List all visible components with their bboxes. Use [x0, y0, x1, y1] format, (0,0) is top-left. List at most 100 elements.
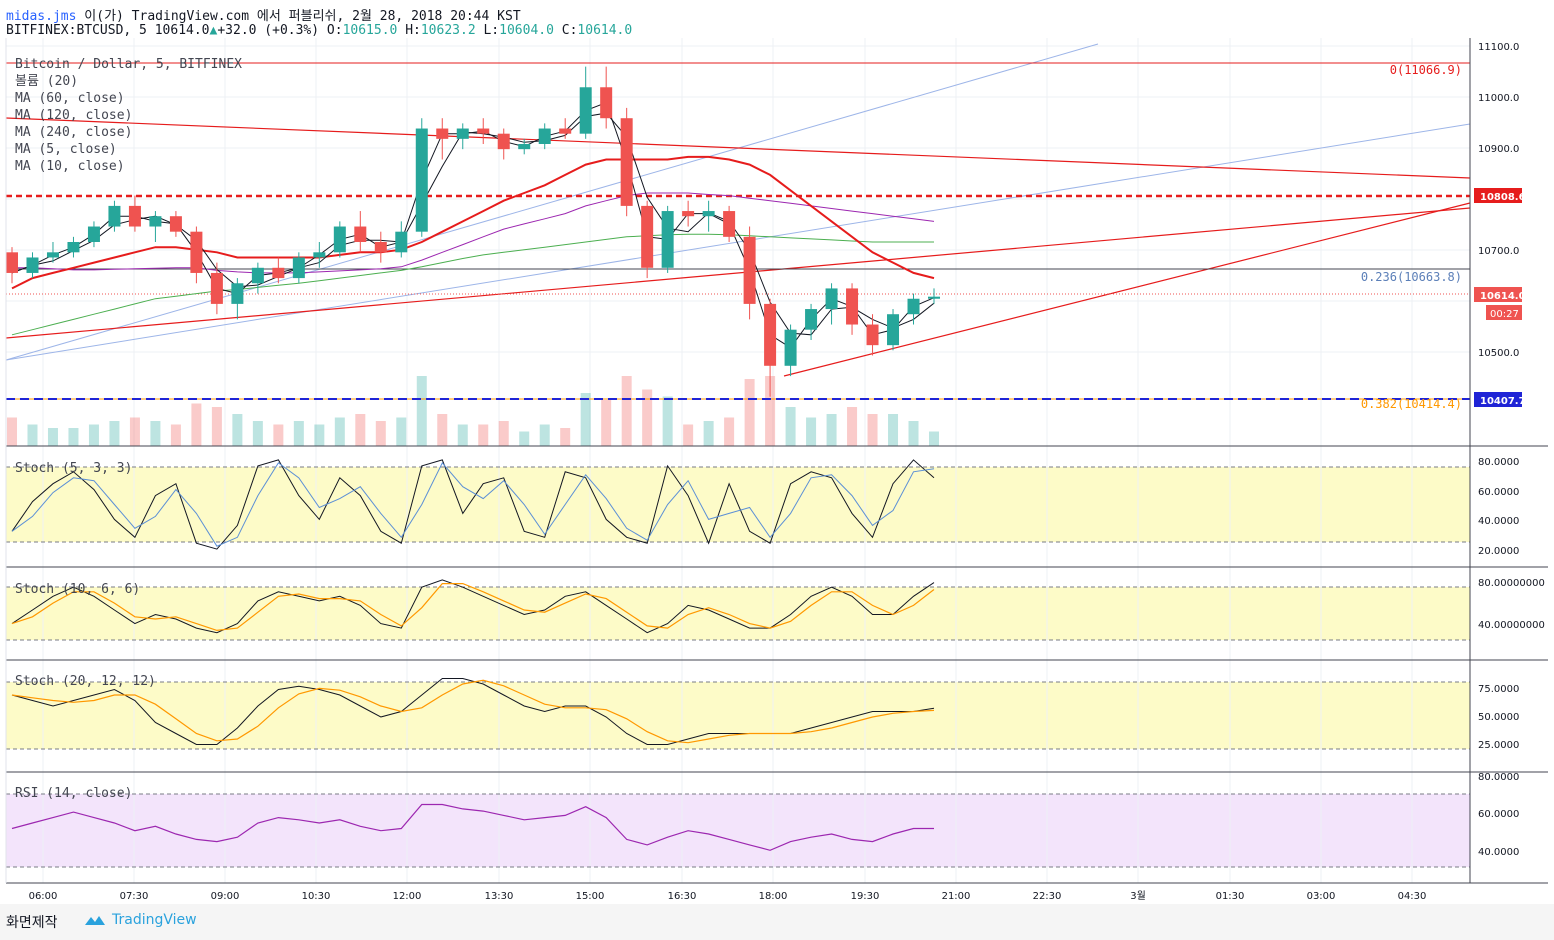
- current-price-tag-bg: [1474, 287, 1522, 302]
- volume-bar: [150, 421, 161, 446]
- oscillator-axes: 80.0000 60.0000 40.0000 20.0000 80.00000…: [1478, 457, 1545, 858]
- volume-bar: [232, 414, 243, 446]
- volume-bar: [539, 424, 550, 446]
- candle-body: [6, 252, 18, 273]
- candle-body: [210, 272, 223, 304]
- candle-body: [538, 128, 551, 144]
- time-tick: 01:30: [1216, 891, 1245, 902]
- candle-body: [723, 211, 736, 237]
- volume-bar: [27, 424, 38, 446]
- price-tick: 10900.0: [1478, 144, 1519, 155]
- stoch1-tick: 60.0000: [1478, 487, 1519, 498]
- candle-body: [333, 226, 346, 253]
- chart-canvas[interactable]: 0(11066.9) 0.236(10663.8) 0.382(10414.4)…: [0, 38, 1554, 904]
- volume-bar: [867, 414, 878, 446]
- volume-bar: [68, 428, 79, 446]
- candle-body: [518, 144, 531, 150]
- volume-bar: [129, 417, 140, 446]
- volume-bar: [683, 424, 694, 446]
- candle-body: [149, 216, 162, 227]
- ma10-line: [11, 112, 935, 336]
- current-price-tag: 10614.0: [1480, 291, 1526, 302]
- stoch1-tick: 40.0000: [1478, 516, 1519, 527]
- volume-bar: [703, 421, 714, 446]
- stoch3-label: Stoch (20, 12, 12): [15, 674, 156, 689]
- candle-body: [497, 133, 510, 150]
- time-axis[interactable]: 06:00 07:30 09:00 10:30 12:00 13:30 15:00 16:30…: [29, 890, 1427, 902]
- rsi-tick: 80.0000: [1478, 772, 1519, 783]
- stoch1-tick: 80.0000: [1478, 457, 1519, 468]
- volume-bar: [929, 431, 939, 446]
- stoch2-tick: 40.00000000: [1478, 620, 1545, 631]
- candle-body: [108, 205, 121, 227]
- candle-body: [354, 226, 367, 242]
- volume-bar: [273, 424, 284, 446]
- time-tick: 07:30: [120, 891, 149, 902]
- volume-bar: [519, 431, 530, 446]
- grid: [6, 38, 1470, 883]
- volume-bar: [478, 424, 489, 446]
- legend-line: 볼륨 (20): [15, 74, 78, 89]
- stoch3-tick: 75.0000: [1478, 684, 1519, 695]
- volume-bar: [642, 389, 653, 446]
- low-value: 10604.0: [499, 23, 554, 38]
- author-link[interactable]: midas.jms: [6, 9, 77, 24]
- high-label: H:: [405, 23, 421, 38]
- candle-body: [928, 296, 940, 299]
- open-label: O:: [326, 23, 343, 38]
- time-tick: 10:30: [302, 891, 331, 902]
- red-trendline-top: [5, 117, 1471, 179]
- volume-bar: [88, 424, 99, 446]
- volume-bar: [744, 379, 755, 446]
- oscillators: [6, 459, 1470, 868]
- price-axis[interactable]: 11100.0 11000.0 10900.0 10700.0 10500.0 …: [1474, 42, 1526, 407]
- candle-body: [477, 128, 490, 134]
- stoch2-k-line: [11, 579, 935, 634]
- price-tick: 11000.0: [1478, 93, 1519, 104]
- time-tick: 15:00: [576, 891, 605, 902]
- stoch1-d-line: [11, 462, 935, 547]
- candle-body: [395, 231, 408, 253]
- legend-line: MA (60, close): [15, 91, 125, 106]
- stoch1-tick: 20.0000: [1478, 546, 1519, 557]
- volume-bar: [416, 376, 427, 446]
- candle-body: [600, 87, 613, 119]
- volume-bar: [170, 424, 181, 446]
- legend-line: Bitcoin / Dollar, 5, BITFINEX: [15, 57, 242, 72]
- fib-0-label: 0(11066.9): [1390, 63, 1462, 77]
- close-label: C:: [561, 23, 578, 38]
- tradingview-brand[interactable]: TradingView: [84, 912, 197, 928]
- volume-bar: [7, 417, 17, 446]
- volume-bar: [724, 417, 735, 446]
- publish-header: midas.jms 이(가) TradingView.com 에서 퍼블리쉬, …: [6, 5, 521, 24]
- time-tick: 13:30: [485, 891, 514, 902]
- candle-body: [190, 231, 203, 273]
- volume-bar: [560, 428, 571, 446]
- stoch3-d-line: [11, 679, 935, 744]
- time-tick: 3월: [1130, 890, 1146, 902]
- volume-bar: [396, 417, 407, 446]
- time-tick: 21:00: [942, 891, 971, 902]
- volume-bar: [457, 424, 468, 446]
- legend-line: MA (10, close): [15, 159, 125, 174]
- candles: [6, 66, 940, 397]
- time-tick: 06:00: [29, 891, 58, 902]
- time-tick: 16:30: [668, 891, 697, 902]
- stoch3-band: [6, 682, 1470, 749]
- rsi-band: [6, 794, 1470, 867]
- price-tick: 10700.0: [1478, 246, 1519, 257]
- footer-caption: 화면제작: [6, 915, 58, 931]
- volume-bar: [826, 414, 837, 446]
- legend-line: MA (120, close): [15, 108, 132, 123]
- pane-separators: [5, 38, 1548, 884]
- volume-bar: [580, 393, 591, 446]
- candle-body: [456, 128, 469, 139]
- last-price: 10614.0: [154, 23, 210, 38]
- candle-body: [846, 288, 859, 325]
- publish-info: 이(가) TradingView.com 에서 퍼블리쉬, 2월 28, 201…: [84, 9, 521, 24]
- fib-382-label: 0.382(10414.4): [1361, 397, 1462, 411]
- blue-trendline-upper: [5, 43, 1099, 361]
- candle-body: [887, 314, 900, 346]
- fib-236-label: 0.236(10663.8): [1361, 270, 1462, 284]
- candle-body: [661, 211, 674, 268]
